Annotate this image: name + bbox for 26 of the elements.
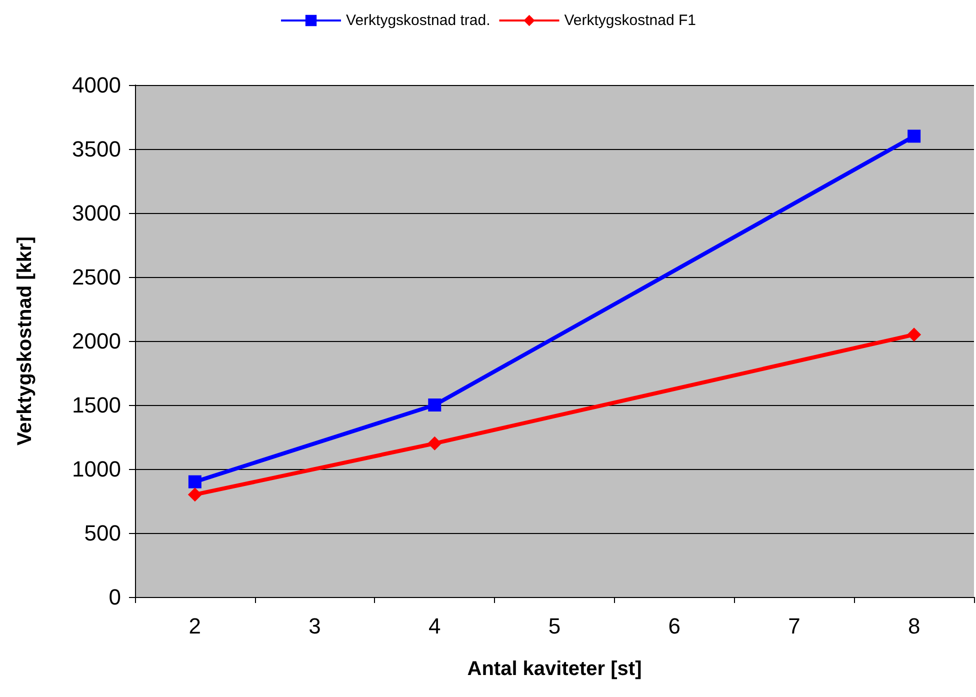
x-tick-label: 8 — [908, 614, 920, 638]
y-tick-label: 2000 — [72, 328, 121, 354]
y-tick-label: 0 — [108, 584, 121, 610]
x-axis-title: Antal kaviteter [st] — [467, 658, 642, 680]
x-tick-label: 3 — [308, 614, 321, 638]
y-tick-label: 4000 — [72, 72, 121, 98]
point — [428, 398, 442, 412]
x-tick-label: 4 — [428, 614, 441, 638]
y-tick-label: 3500 — [72, 136, 121, 162]
y-tick-label: 3000 — [72, 200, 121, 226]
legend-label: Verktygskostnad trad. — [346, 12, 490, 29]
x-tick-label: 7 — [788, 614, 800, 638]
x-tick-label: 6 — [668, 614, 680, 638]
x-tick-label: 5 — [548, 614, 561, 638]
point — [188, 488, 202, 502]
y-tick-label: 1500 — [72, 392, 121, 418]
point — [908, 130, 921, 143]
y-axis-title: Verktygskostnad [kkr] — [14, 236, 36, 446]
point — [428, 436, 442, 450]
y-tick-label: 500 — [84, 520, 121, 546]
point — [907, 328, 922, 342]
point — [188, 475, 202, 488]
legend-label: Verktygskostnad F1 — [564, 12, 696, 29]
x-tick-label: 2 — [188, 614, 202, 638]
y-tick-label: 2500 — [72, 264, 121, 290]
y-tick-label: 1000 — [72, 456, 121, 482]
